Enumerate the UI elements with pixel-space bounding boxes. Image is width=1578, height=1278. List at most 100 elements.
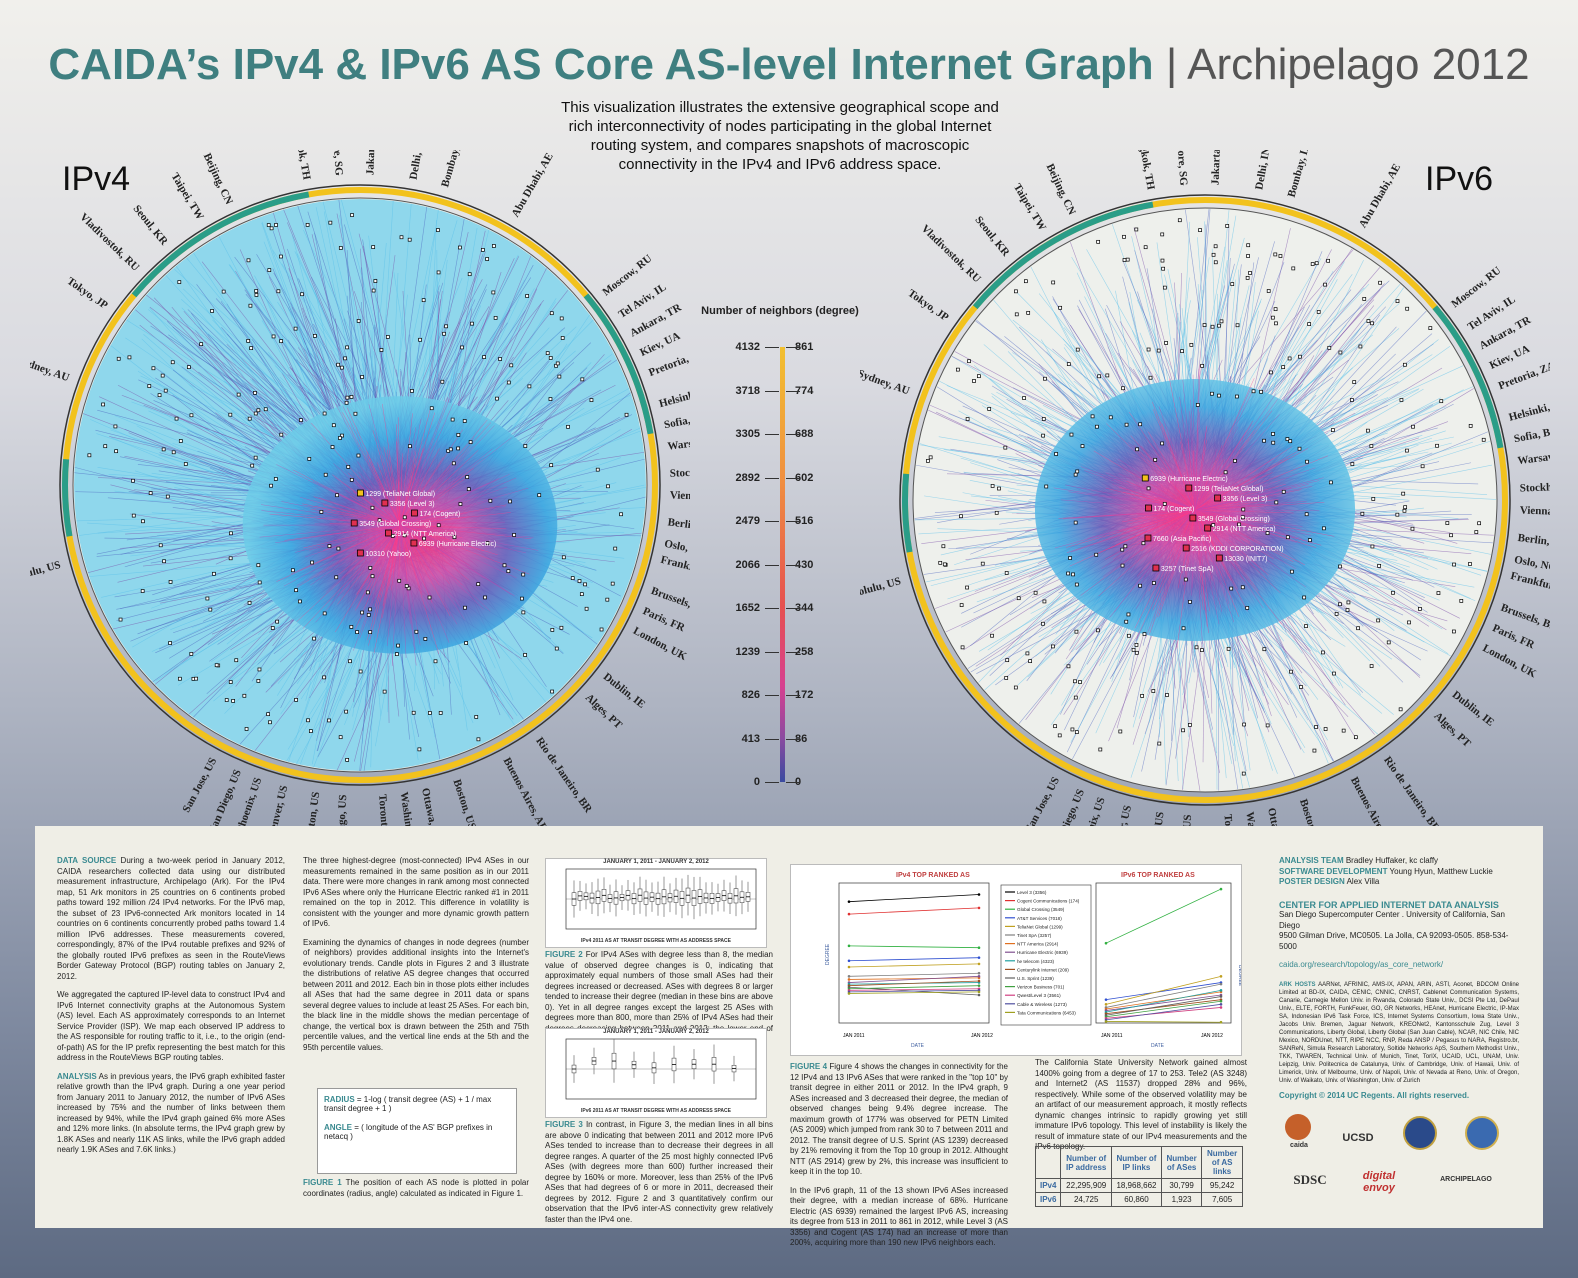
as-node (1160, 441, 1164, 446)
analysis-text: As in previous years, the IPv6 graph exh… (57, 1071, 285, 1155)
team-text: Bradley Huffaker, kc claffy (1345, 856, 1439, 865)
as-node (205, 596, 210, 601)
legend-tick-mark (786, 738, 800, 740)
as-node (1181, 728, 1185, 733)
major-as-label: 174 (Cogent) (419, 511, 460, 518)
as-node (1378, 280, 1382, 285)
as-node (1148, 375, 1153, 380)
as-node (1371, 497, 1376, 501)
city-label: Beijing, CN (201, 151, 235, 206)
as-node (319, 510, 324, 514)
as-node (1235, 394, 1239, 399)
as-node (1195, 403, 1200, 407)
legend-left-tick: 2066 (735, 558, 760, 571)
as-node (291, 568, 295, 573)
as-node (448, 447, 453, 452)
figure4-legend: Level 3 (3356) Cogent Communications (174… (1000, 884, 1092, 1026)
as-node (548, 397, 553, 401)
angle-formula: = ( longitude of the AS' BGP prefixes in… (324, 1123, 493, 1141)
as-node (1316, 310, 1321, 314)
as-node (1366, 428, 1370, 433)
ipv6-point (1219, 1020, 1223, 1024)
as-node (293, 326, 298, 331)
major-as-node (1185, 484, 1193, 492)
as-node (1405, 448, 1409, 453)
as-node (1016, 596, 1021, 601)
as-node (270, 626, 275, 630)
city-label: Helsinki, FI (1508, 398, 1550, 424)
as-node (1366, 319, 1371, 323)
as-node (972, 379, 976, 383)
as-node (103, 444, 108, 449)
legend-left-tick: 0 (753, 776, 760, 788)
as-node (1269, 370, 1273, 375)
legend-item: Centurylink Internet (209) (1017, 967, 1069, 972)
as-node (366, 613, 371, 617)
city-label: Berlin, DE (1517, 532, 1550, 550)
figure2-heading: FIGURE 2 (545, 950, 583, 959)
as-node (1200, 648, 1204, 652)
legend-tick-mark (786, 390, 800, 392)
table-cell: 95,242 (1201, 1178, 1243, 1193)
as-node (1105, 373, 1110, 378)
city-label: Chicago, US (334, 794, 349, 830)
as-node (168, 580, 173, 584)
as-node (1370, 321, 1374, 326)
as-node (350, 213, 354, 217)
city-label: Dublin, IE (1450, 689, 1496, 729)
legend-right-tick: 602 (795, 471, 814, 484)
data-source-text: During a two-week period in January 2012… (57, 856, 285, 981)
as-node (276, 289, 281, 294)
table-cell: 60,860 (1110, 1192, 1162, 1207)
legend-right-tick: 344 (795, 602, 814, 614)
as-node (370, 574, 375, 579)
as-node (928, 455, 933, 460)
as-node (161, 447, 166, 452)
as-node (1041, 433, 1045, 438)
as-node (583, 582, 587, 587)
as-node (470, 321, 474, 326)
as-node (338, 735, 343, 740)
city-label: Stockholm, SE (670, 465, 690, 479)
as-node (1402, 508, 1407, 513)
as-node (1474, 530, 1479, 534)
as-node (1246, 243, 1251, 248)
as-node (396, 643, 400, 648)
poster-heading: POSTER DESIGN (1279, 877, 1345, 886)
as-node (554, 646, 559, 651)
as-node (322, 611, 327, 616)
as-node (336, 362, 340, 367)
as-node (1135, 447, 1139, 452)
as-node (1028, 659, 1032, 663)
as-node (1418, 607, 1422, 611)
as-node (234, 658, 239, 663)
as-node (458, 502, 463, 506)
as-node (464, 641, 468, 645)
major-as-node (410, 539, 418, 547)
as-node (1346, 600, 1351, 605)
city-label: Dublin, IE (601, 671, 647, 711)
legend-tick-mark (786, 651, 800, 653)
major-as-label: 3356 (Level 3) (1223, 496, 1268, 503)
as-node (960, 645, 965, 650)
as-node (1428, 326, 1433, 330)
as-node (1285, 437, 1290, 441)
as-node (1164, 341, 1168, 345)
as-node (456, 433, 461, 437)
as-node (256, 679, 261, 683)
as-node (1334, 612, 1339, 616)
as-node (1096, 628, 1100, 633)
figure3-caption: FIGURE 3 In contrast, in Figure 3, the m… (545, 1120, 773, 1225)
as-node (1305, 459, 1309, 464)
as-node (406, 586, 411, 591)
project-url[interactable]: caida.org/research/topology/as_core_netw… (1279, 960, 1444, 969)
as-node (208, 607, 213, 612)
as-node (346, 465, 351, 469)
as-node (1407, 620, 1411, 625)
table-column-header: Number of AS links (1201, 1146, 1243, 1179)
as-node (427, 595, 432, 600)
as-node (340, 365, 344, 370)
as-node (307, 457, 312, 461)
ipv4-point (977, 975, 981, 978)
as-node (468, 440, 473, 444)
